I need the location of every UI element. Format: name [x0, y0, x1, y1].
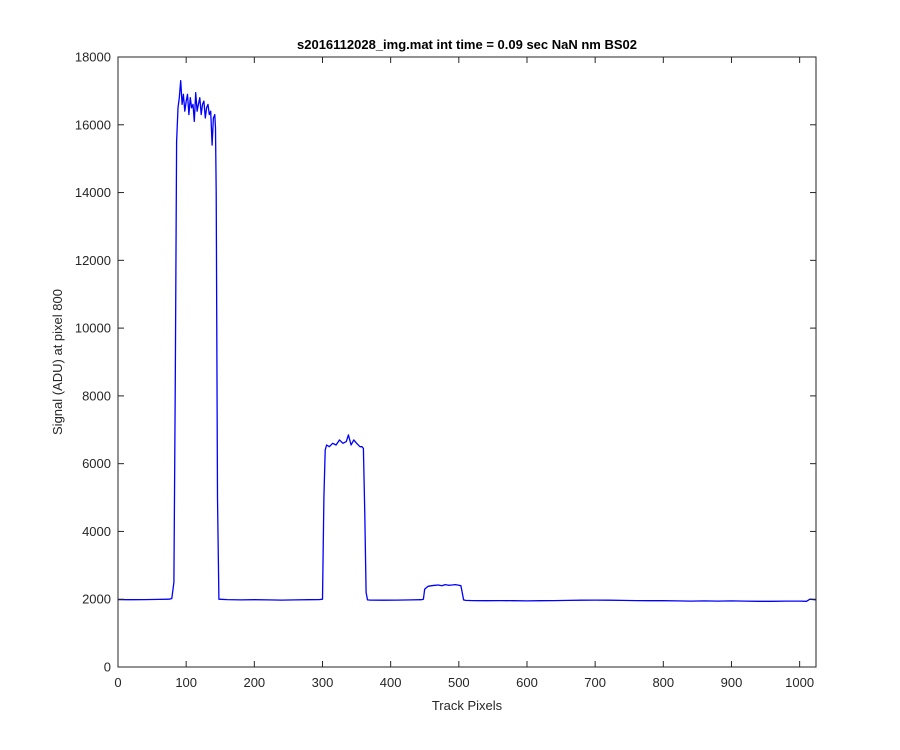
x-tick-label-4: 400: [380, 675, 402, 690]
x-tick-label-6: 600: [516, 675, 538, 690]
y-tick-label-6: 12000: [75, 253, 111, 268]
signal-series-line: [117, 80, 817, 602]
x-tick-label-3: 300: [312, 675, 334, 690]
x-tick-label-8: 800: [652, 675, 674, 690]
plot-frame: [117, 56, 817, 668]
x-axis-ticks: 0 100 200 300 400 500 600 700 800 900 1000: [114, 57, 814, 690]
y-tick-label-0: 0: [104, 660, 111, 675]
x-tick-label-10: 1000: [785, 675, 814, 690]
y-tick-label-4: 8000: [82, 388, 111, 403]
y-axis-ticks: 0 2000 4000 6000 8000 10000 12000 14000 16000 180…: [75, 50, 816, 675]
y-tick-label-7: 14000: [75, 185, 111, 200]
x-tick-label-2: 200: [243, 675, 265, 690]
y-tick-label-5: 10000: [75, 321, 111, 336]
x-tick-label-5: 500: [448, 675, 470, 690]
y-tick-label-3: 6000: [82, 456, 111, 471]
y-tick-label-8: 16000: [75, 117, 111, 132]
y-tick-label-9: 18000: [75, 50, 111, 65]
x-axis-label: Track Pixels: [432, 698, 503, 713]
x-tick-label-0: 0: [114, 675, 121, 690]
plot-background: [118, 57, 816, 667]
chart-title: s2016112028_img.mat int time = 0.09 sec …: [297, 37, 637, 52]
x-tick-label-1: 100: [175, 675, 197, 690]
y-tick-label-1: 2000: [82, 592, 111, 607]
x-tick-label-7: 700: [584, 675, 606, 690]
y-axis-label: Signal (ADU) at pixel 800: [50, 289, 65, 435]
x-tick-label-9: 900: [721, 675, 743, 690]
y-tick-label-2: 4000: [82, 524, 111, 539]
